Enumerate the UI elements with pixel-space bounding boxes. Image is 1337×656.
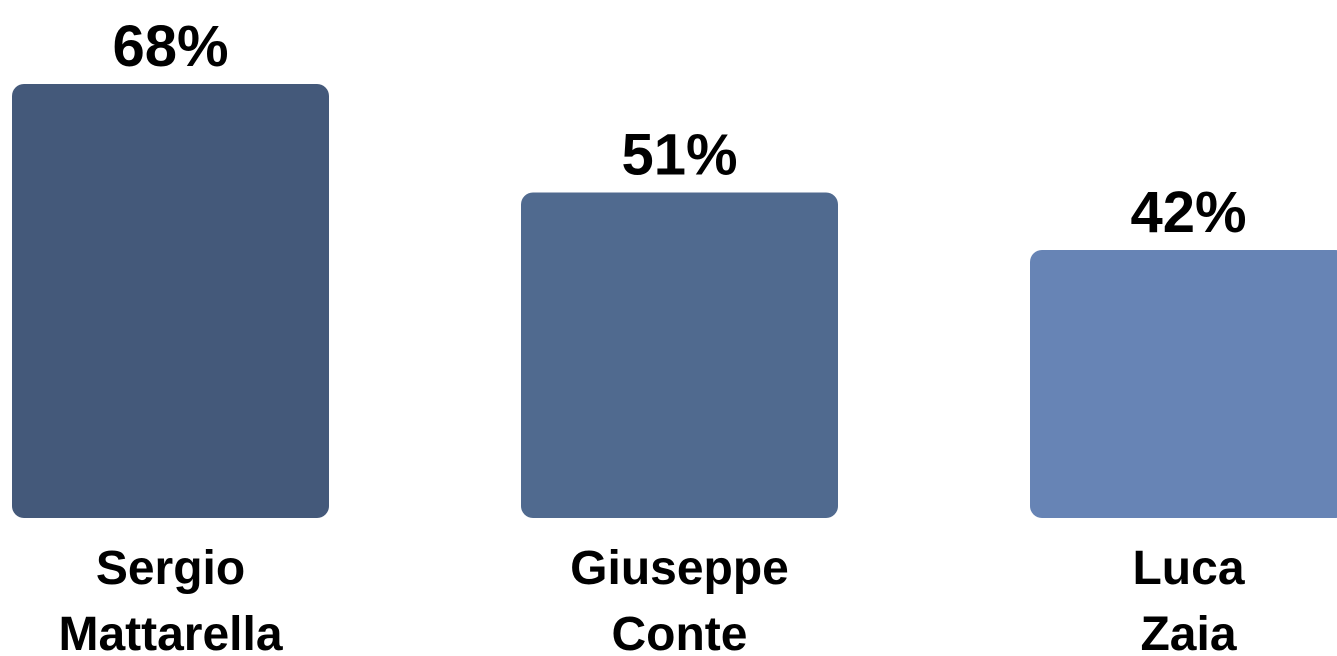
bar-value-label-1: 51% [621,123,737,188]
category-label-0-line-0: Sergio [96,542,245,595]
bar-1 [521,192,838,518]
category-label-2-line-0: Luca [1132,542,1244,595]
category-label-0-line-1: Mattarella [58,608,282,656]
category-label-1-line-0: Giuseppe [570,542,789,595]
bar-value-label-0: 68% [112,14,228,79]
bar-0 [12,84,329,518]
category-label-1-line-1: Conte [612,608,748,656]
bar-value-label-2: 42% [1130,180,1246,245]
category-label-2-line-1: Zaia [1140,608,1236,656]
bar-2 [1030,249,1337,518]
